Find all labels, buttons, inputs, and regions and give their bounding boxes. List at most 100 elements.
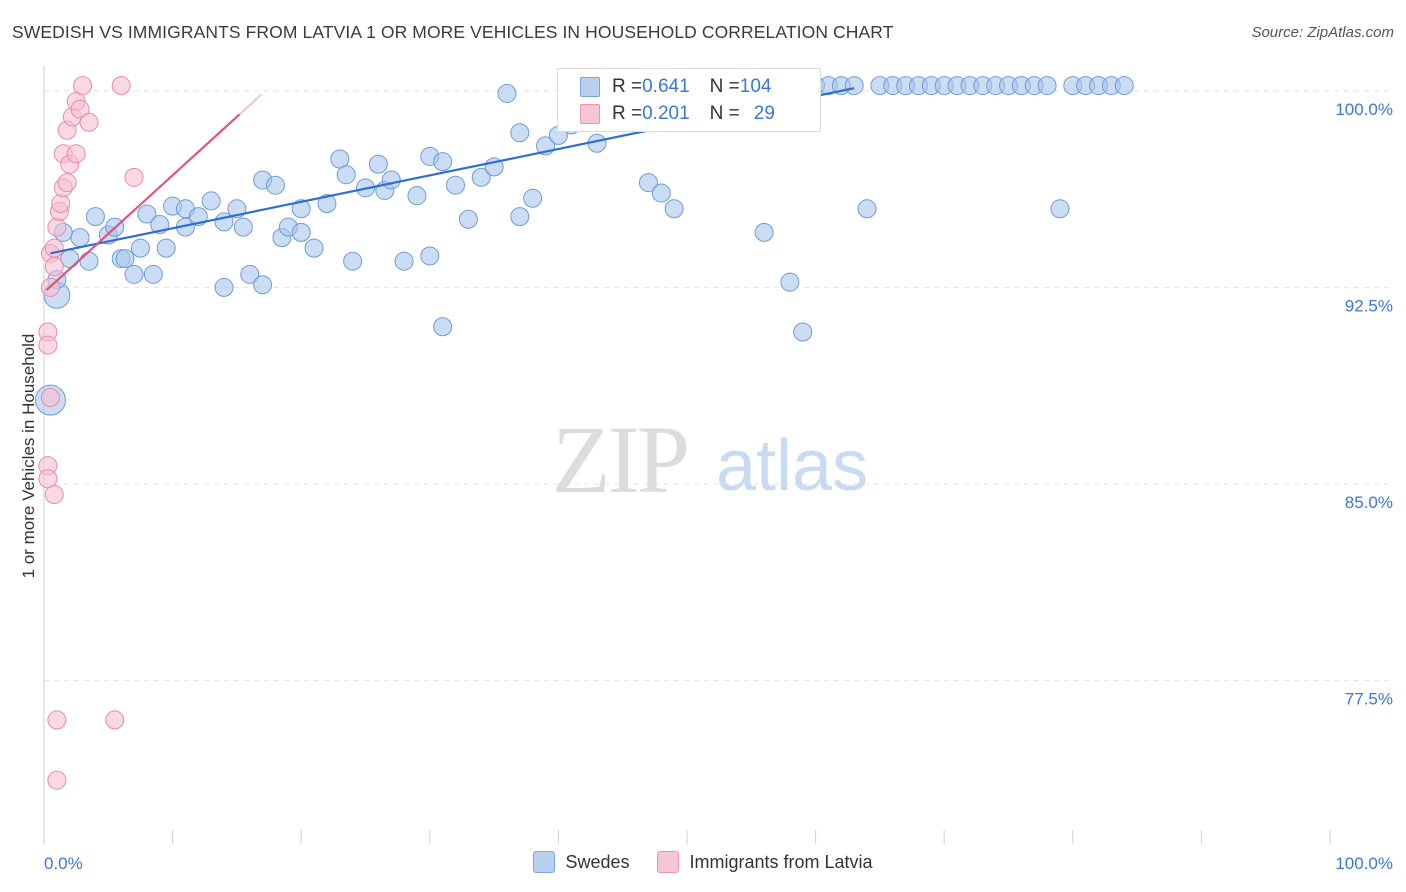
n-value: 104 [739,76,772,97]
n-value: 29 [753,103,775,124]
point-swedes [420,246,440,266]
point-swedes [291,222,311,242]
chart-title: SWEDISH VS IMMIGRANTS FROM LATVIA 1 OR M… [12,22,894,42]
point-swedes [844,76,864,96]
legend-swatch-latvia [657,851,680,873]
r-label: R = [612,76,643,97]
legend-label-swedes: Swedes [565,851,630,872]
point-latvia [124,167,144,187]
point-swedes [446,175,466,195]
n-label: N = [709,76,740,97]
point-latvia [47,770,67,790]
y-tick-label: 100.0% [1335,100,1393,119]
point-swedes [510,123,530,143]
point-swedes [265,175,285,195]
swatch-swedes [580,77,600,97]
grid [44,90,1394,682]
watermark-zip: ZIP [552,406,687,513]
point-swedes [156,238,176,258]
point-swedes [793,322,813,342]
point-swedes [233,217,253,237]
point-swedes [130,238,150,258]
y-tick-label: 92.5% [1345,296,1393,315]
point-swedes [394,251,414,271]
point-swedes [304,238,324,258]
point-swedes [70,228,90,248]
point-latvia [73,76,93,96]
point-swedes [79,251,99,271]
point-swedes [1050,199,1070,219]
point-swedes [523,188,543,208]
point-swedes [857,199,877,219]
y-tick-label: 85.0% [1345,493,1393,512]
point-swedes [124,264,144,284]
point-swedes [433,152,453,172]
point-swedes [780,272,800,292]
stats-row-latvia: R = 0.201 N = 29 [580,101,775,127]
point-swedes [240,264,260,284]
point-swedes [381,170,401,190]
point-latvia [40,388,60,408]
swatch-latvia [580,104,600,124]
point-swedes [1037,76,1057,96]
point-latvia [38,335,58,355]
point-latvia [44,238,64,258]
x-tick-label: 100.0% [1335,854,1393,873]
stats-legend: R = 0.641 N = 104 R = 0.201 N = 29 [557,68,821,132]
point-swedes [510,207,530,227]
legend-item-swedes[interactable]: Swedes [533,851,629,873]
point-latvia [44,256,64,276]
series-legend: Swedes Immigrants from Latvia [0,851,1406,873]
point-swedes [407,186,427,206]
point-swedes [497,83,517,103]
point-latvia [79,112,99,132]
point-swedes [115,249,135,269]
watermark-atlas: atlas [716,426,868,506]
r-value: 0.641 [642,76,690,97]
source-label: Source: ZipAtlas.com [1251,24,1394,41]
trend-line-latvia [45,113,241,291]
point-latvia [47,710,67,730]
point-latvia [66,144,86,164]
point-swedes [651,183,671,203]
legend-label-latvia: Immigrants from Latvia [689,851,873,872]
point-latvia [47,217,67,237]
point-latvia [44,484,64,504]
point-swedes [433,317,453,337]
point-swedes [664,199,684,219]
point-swedes [471,167,491,187]
legend-item-latvia[interactable]: Immigrants from Latvia [657,851,873,873]
point-swedes [368,154,388,174]
watermark: ZIP atlas [552,406,868,513]
point-latvia [51,194,71,214]
axes [43,66,1331,844]
point-swedes [336,165,356,185]
point-swedes [201,191,221,211]
r-value: 0.201 [642,103,690,124]
point-latvia [111,76,131,96]
r-label: R = [612,103,643,124]
stats-row-swedes: R = 0.641 N = 104 [580,74,771,100]
tick-labels: 100.0% 92.5% 85.0% 77.5% 0.0% 100.0% [44,100,1393,873]
point-latvia [57,173,77,193]
point-latvia [105,710,125,730]
point-swedes [638,173,658,193]
point-swedes [253,275,273,295]
legend-swatch-swedes [533,851,556,873]
n-label: N = [709,103,740,124]
point-swedes [85,207,105,227]
point-swedes [754,222,774,242]
point-latvia [70,99,90,119]
point-swedes [1114,76,1134,96]
point-swedes [317,194,337,214]
points [34,76,1134,790]
x-tick-label: 0.0% [44,854,83,873]
point-swedes [137,204,157,224]
point-swedes [143,264,163,284]
y-tick-label: 77.5% [1345,690,1393,709]
trend-extension-latvia [239,94,262,115]
point-swedes [214,277,234,297]
point-swedes [458,209,478,229]
point-swedes [291,199,311,219]
